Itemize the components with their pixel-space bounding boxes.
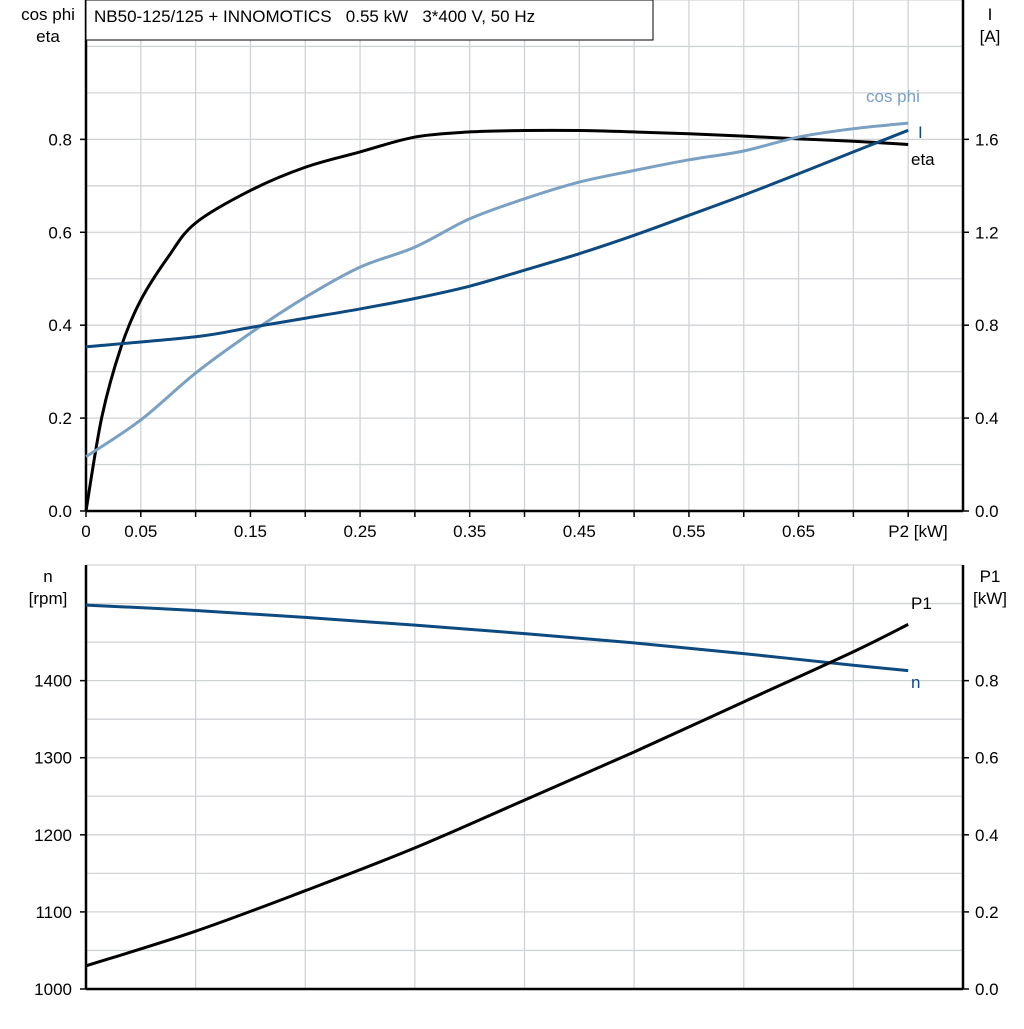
x-tick-label: 0.35 <box>453 522 486 541</box>
efficiency-current-chart: 0.0 0.2 0.4 0.6 0.8 0.0 0.4 0.8 1.2 1.6 cos phi eta… <box>21 0 1000 541</box>
y-left-tick-label: 0.0 <box>48 502 72 521</box>
series-label-i: I <box>918 123 923 142</box>
y-left-tick-label: 1100 <box>35 903 72 922</box>
y-right-tick-label: 0.4 <box>975 826 999 845</box>
x-tick-label: 0.55 <box>672 522 705 541</box>
x-tick-label: 0 <box>81 522 90 541</box>
series-label-eta: eta <box>911 150 935 169</box>
y-right-axis-label: I <box>988 5 993 24</box>
x-tick-label: 0.05 <box>124 522 157 541</box>
y-right-axis-label: [kW] <box>973 589 1007 608</box>
chart-title: NB50-125/125 + INNOMOTICS 0.55 kW 3*400 … <box>94 7 535 26</box>
y-left-tick-label: 1400 <box>34 672 72 691</box>
y-right-tick-label: 0.8 <box>975 316 999 335</box>
y-right-tick-label: 1.2 <box>975 223 999 242</box>
y-left-axis-label: [rpm] <box>29 589 68 608</box>
x-tick-label: 0.15 <box>234 522 267 541</box>
y-left-axis-label: cos phi <box>21 5 75 24</box>
y-left-tick-label: 0.6 <box>48 223 72 242</box>
y-left-axis-label: eta <box>36 27 60 46</box>
x-tick-label: 0.25 <box>344 522 377 541</box>
y-right-tick-label: 0.8 <box>975 672 999 691</box>
y-right-tick-label: 0.0 <box>975 502 999 521</box>
series-line-cos-phi <box>85 121 909 458</box>
y-right-tick-label: 0.4 <box>975 409 999 428</box>
series-label-cos-phi: cos phi <box>866 87 920 106</box>
speed-power-chart: 1000 1100 1200 1300 1400 0.0 0.2 0.4 0.6 0.8 n [rpm… <box>29 564 1007 999</box>
y-left-axis-label: n <box>43 567 52 586</box>
y-right-tick-label: 0.2 <box>975 903 999 922</box>
series-line-n <box>85 603 909 673</box>
series-label-n: n <box>911 673 920 692</box>
x-tick-label: 0.65 <box>782 522 815 541</box>
y-left-tick-label: 1200 <box>34 826 72 845</box>
series-label-p1: P1 <box>911 594 932 613</box>
y-left-tick-label: 1300 <box>34 749 72 768</box>
y-right-tick-label: 1.6 <box>975 130 999 149</box>
series-line-i <box>85 128 909 349</box>
title-box <box>85 0 654 41</box>
y-right-tick-label: 0.6 <box>975 749 999 768</box>
x-axis-label: P2 [kW] <box>888 522 948 541</box>
y-right-axis-label: [A] <box>980 27 1001 46</box>
y-left-tick-label: 0.2 <box>48 409 72 428</box>
series-line-eta <box>84 128 909 512</box>
y-left-tick-label: 0.4 <box>48 316 72 335</box>
y-right-axis-label: P1 <box>980 567 1001 586</box>
y-left-tick-label: 0.8 <box>48 130 72 149</box>
y-right-tick-label: 0.0 <box>975 980 999 999</box>
series-line-p1 <box>85 623 909 968</box>
x-tick-label: 0.45 <box>563 522 596 541</box>
y-left-tick-label: 1000 <box>34 980 72 999</box>
